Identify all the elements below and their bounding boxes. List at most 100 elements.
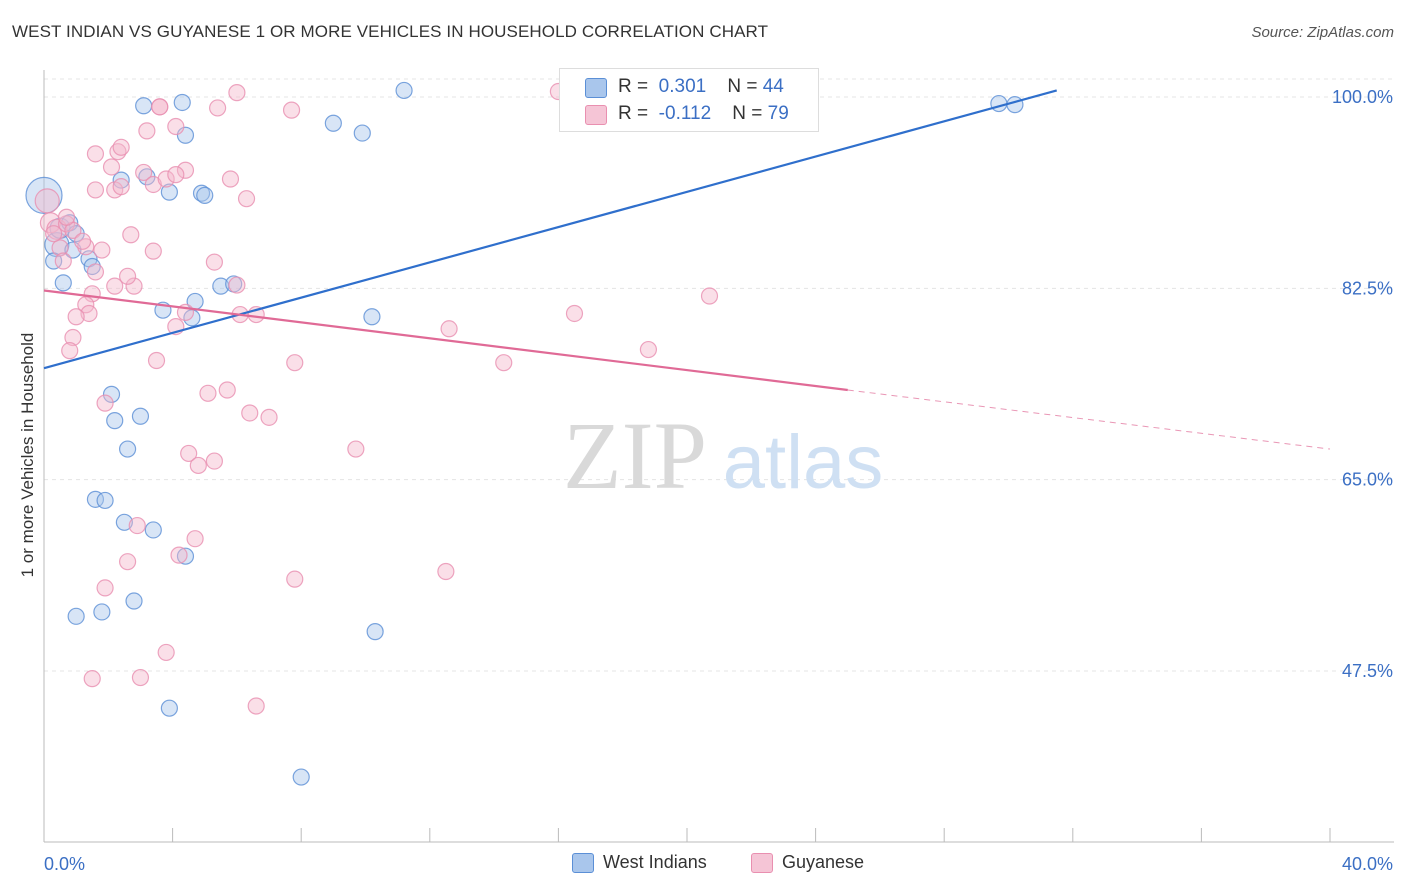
west-indians-point <box>93 603 111 621</box>
guyanese-swatch <box>585 105 607 125</box>
y-tick-label: 100.0% <box>1332 87 1393 107</box>
guyanese-point <box>112 178 130 196</box>
guyanese-point <box>228 84 246 102</box>
guyanese-point <box>437 562 455 581</box>
x-tick-label: 40.0% <box>1342 854 1393 874</box>
west-indians-point <box>353 124 371 142</box>
guyanese-point <box>131 668 150 687</box>
guyanese-point <box>138 122 156 140</box>
guyanese-point <box>495 354 513 372</box>
guyanese-point <box>122 226 140 244</box>
guyanese-point <box>144 175 162 194</box>
guyanese-point <box>189 456 207 475</box>
r-label: R = <box>618 76 649 97</box>
watermark-zip: ZIP <box>563 402 707 509</box>
guyanese-point <box>440 320 458 338</box>
guyanese-point <box>176 161 195 179</box>
guyanese-point <box>286 570 304 588</box>
guyanese-trend-line <box>43 289 848 392</box>
guyanese-point <box>565 304 584 323</box>
west-indian-n-value: 44 <box>762 76 784 97</box>
guyanese-point <box>125 277 143 295</box>
guyanese-point <box>639 340 658 359</box>
stats-row-west-indian: R = 0.301 N = 44 <box>585 76 784 98</box>
west-indian-r-value: 0.301 <box>658 76 707 97</box>
guyanese-point <box>218 381 236 399</box>
guyanese-point <box>118 553 137 571</box>
west-indians-point <box>196 186 214 204</box>
guyanese-point <box>102 158 121 176</box>
watermark: ZIP atlas <box>563 402 883 509</box>
guyanese-n-value: 79 <box>767 103 789 124</box>
guyanese-point <box>199 384 217 402</box>
west-indians-point <box>83 257 101 276</box>
guyanese-point <box>34 188 60 214</box>
west-indians-point <box>173 93 191 112</box>
guyanese-point <box>51 239 69 257</box>
guyanese-point <box>45 225 63 243</box>
guyanese-trend-line <box>847 389 1331 450</box>
west-indians-point <box>160 183 178 201</box>
legend-label-west-indians: West Indians <box>603 852 707 872</box>
guyanese-point <box>106 277 124 295</box>
guyanese-point <box>112 138 130 156</box>
guyanese-point <box>157 643 175 662</box>
west-indians-legend-swatch <box>572 853 594 873</box>
west-indians-point <box>292 768 310 786</box>
legend-item-west-indians[interactable]: West Indians <box>572 852 707 873</box>
guyanese-point <box>144 242 162 260</box>
y-tick-label: 65.0% <box>1342 470 1393 490</box>
west-indians-point <box>131 407 150 425</box>
west-indians-trend-line <box>43 89 1058 370</box>
west-indians-point <box>106 412 124 430</box>
west-indians-point <box>135 97 153 115</box>
data-points <box>25 81 1024 786</box>
guyanese-point <box>147 351 166 370</box>
west-indians-point <box>990 94 1008 113</box>
guyanese-point <box>128 516 146 535</box>
guyanese-point <box>86 145 105 163</box>
watermark-atlas: atlas <box>723 420 884 505</box>
legend-item-guyanese[interactable]: Guyanese <box>751 852 864 873</box>
guyanese-point <box>167 166 185 184</box>
n-label: N = <box>732 103 763 124</box>
guyanese-point <box>228 276 246 294</box>
guyanese-point <box>286 354 304 372</box>
guyanese-point <box>118 267 137 285</box>
n-label: N = <box>727 76 758 97</box>
guyanese-point <box>167 117 185 136</box>
trend-lines <box>43 89 1331 450</box>
guyanese-point <box>61 342 79 360</box>
guyanese-point <box>205 253 223 271</box>
chart-source: Source: ZipAtlas.com <box>1251 24 1394 41</box>
r-label: R = <box>618 103 649 124</box>
guyanese-point <box>67 308 85 326</box>
guyanese-point <box>157 170 175 188</box>
west-indians-point <box>67 607 85 625</box>
guyanese-point <box>151 98 169 116</box>
west-indians-point <box>176 547 195 565</box>
west-indians-point <box>144 521 162 539</box>
west-indian-swatch <box>585 78 607 98</box>
legend-label-guyanese: Guyanese <box>782 852 865 872</box>
guyanese-point <box>205 452 223 470</box>
guyanese-point <box>96 579 114 597</box>
guyanese-point <box>247 697 265 715</box>
west-indians-point <box>25 176 63 214</box>
guyanese-point <box>80 304 98 323</box>
guyanese-point <box>54 252 72 270</box>
stats-box: R = 0.301 N = 44 R = -0.112 N = 79 <box>559 68 819 132</box>
west-indians-point <box>102 385 121 403</box>
guyanese-point <box>135 163 153 182</box>
y-axis-title: 1 or more Vehicles in Household <box>18 332 37 578</box>
tick-labels: 47.5% 65.0% 82.5% 100.0% 0.0% 40.0% <box>44 87 1393 874</box>
guyanese-point <box>186 530 204 548</box>
y-tick-label: 47.5% <box>1342 661 1393 681</box>
guyanese-point <box>260 408 278 426</box>
guyanese-point <box>86 181 105 199</box>
guyanese-point <box>73 232 92 250</box>
west-indians-point <box>363 308 381 326</box>
guyanese-r-value: -0.112 <box>658 103 712 124</box>
west-indians-point <box>118 440 137 458</box>
